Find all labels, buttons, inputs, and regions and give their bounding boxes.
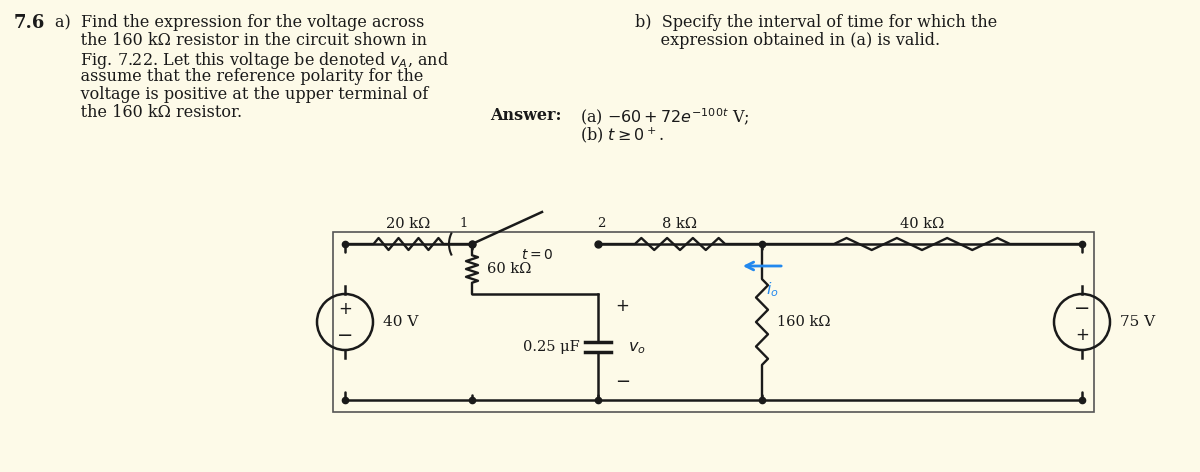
Bar	[334, 232, 1094, 412]
Text: 2: 2	[596, 217, 605, 230]
Text: +: +	[616, 297, 629, 315]
Text: 60 kΩ: 60 kΩ	[487, 262, 532, 276]
Text: 160 kΩ: 160 kΩ	[778, 315, 830, 329]
Text: +: +	[338, 300, 352, 318]
Text: expression obtained in (a) is valid.: expression obtained in (a) is valid.	[635, 32, 940, 49]
Text: b)  Specify the interval of time for which the: b) Specify the interval of time for whic…	[635, 14, 997, 31]
Text: 1: 1	[460, 217, 468, 230]
Text: 7.6: 7.6	[14, 14, 46, 32]
Text: voltage is positive at the upper terminal of: voltage is positive at the upper termina…	[55, 86, 428, 103]
Text: 8 kΩ: 8 kΩ	[662, 217, 697, 231]
Text: (b) $t \geq 0^+$.: (b) $t \geq 0^+$.	[580, 125, 664, 144]
Text: −: −	[616, 373, 630, 391]
Text: −: −	[1074, 299, 1090, 318]
Text: 0.25 μF: 0.25 μF	[523, 340, 580, 354]
Text: $t = 0$: $t = 0$	[521, 248, 553, 262]
Text: 20 kΩ: 20 kΩ	[386, 217, 431, 231]
Text: assume that the reference polarity for the: assume that the reference polarity for t…	[55, 68, 424, 85]
Text: $i_o$: $i_o$	[766, 280, 779, 299]
Text: (a) $-60 + 72e^{-100t}$ V;: (a) $-60 + 72e^{-100t}$ V;	[580, 107, 750, 128]
Text: $v_o$: $v_o$	[628, 338, 646, 355]
Text: Answer:: Answer:	[490, 107, 562, 124]
Text: 40 kΩ: 40 kΩ	[900, 217, 944, 231]
Text: 40 V: 40 V	[383, 315, 419, 329]
Text: Fig. 7.22. Let this voltage be denoted $v_A$, and: Fig. 7.22. Let this voltage be denoted $…	[55, 50, 449, 71]
Text: −: −	[337, 326, 353, 345]
Text: a)  Find the expression for the voltage across: a) Find the expression for the voltage a…	[55, 14, 425, 31]
Text: the 160 kΩ resistor in the circuit shown in: the 160 kΩ resistor in the circuit shown…	[55, 32, 427, 49]
Text: +: +	[1075, 327, 1088, 345]
Text: 75 V: 75 V	[1120, 315, 1156, 329]
Text: the 160 kΩ resistor.: the 160 kΩ resistor.	[55, 104, 242, 121]
